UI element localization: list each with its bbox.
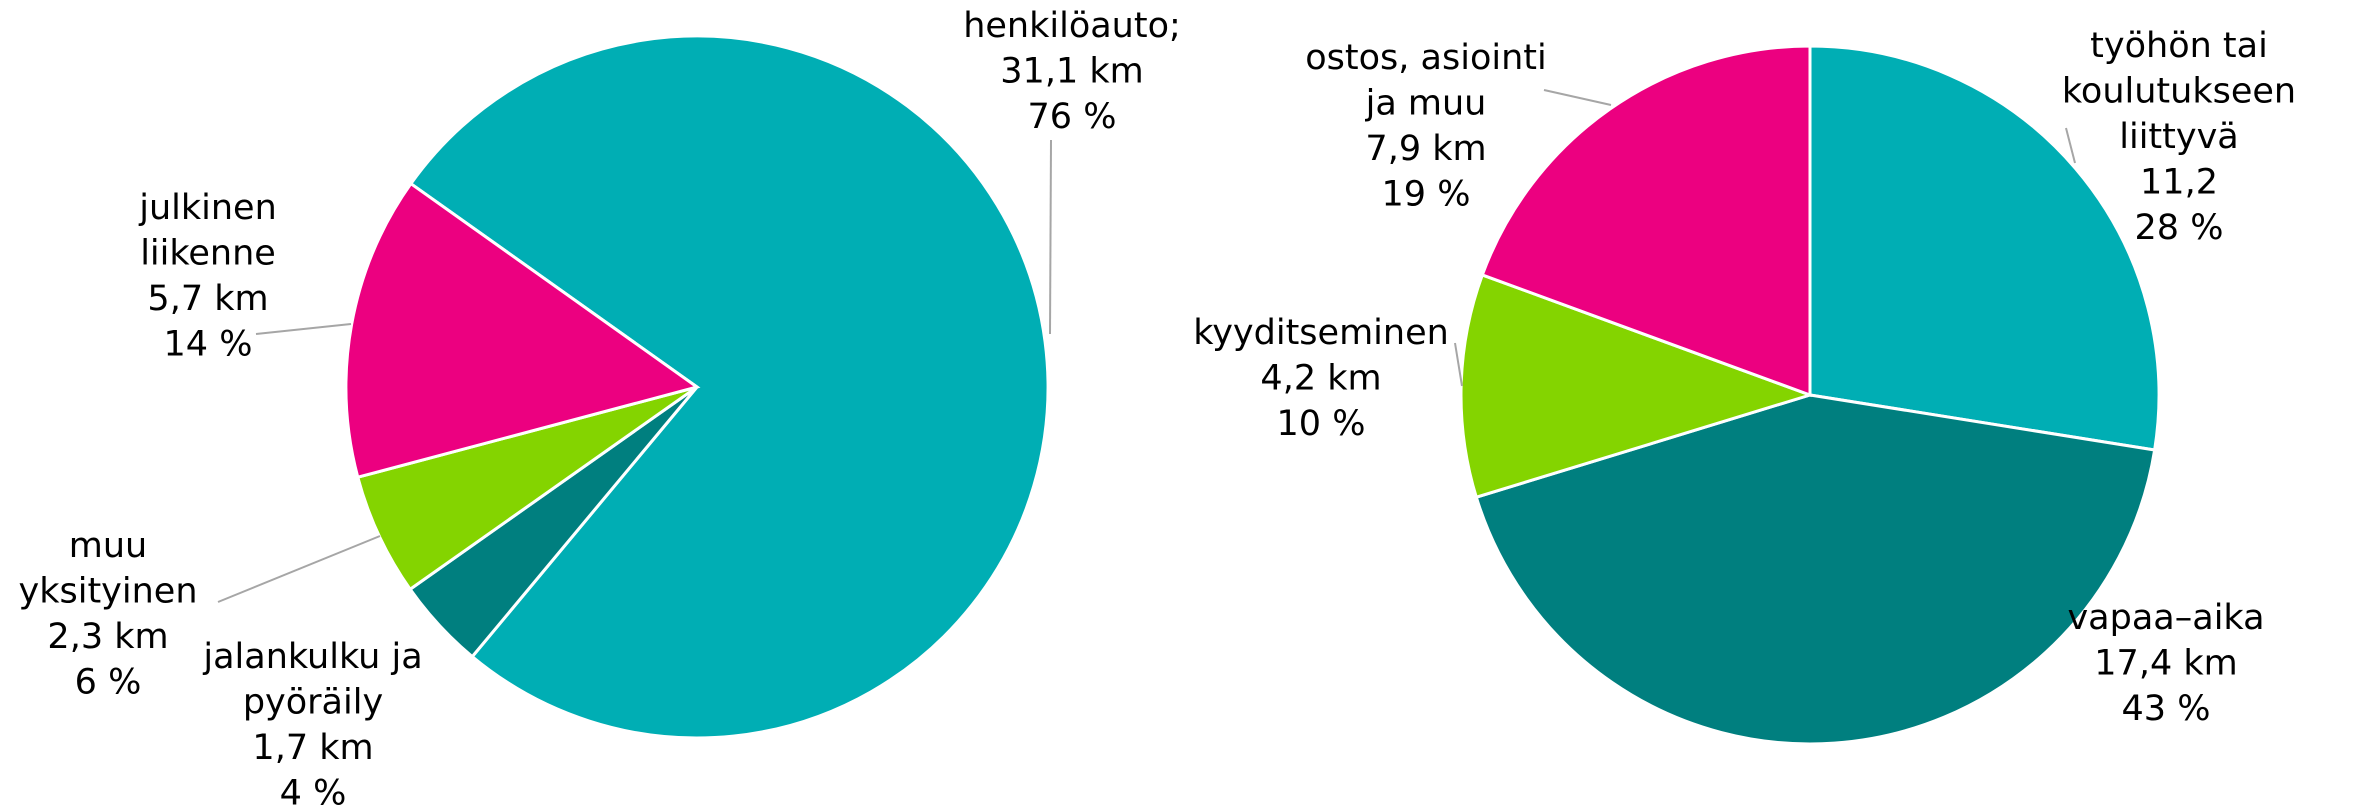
slice-label-line: yksityinen bbox=[19, 572, 198, 612]
slice-label: julkinen liikenne bbox=[138, 188, 277, 274]
pie-slice bbox=[344, 181, 701, 480]
leader-line bbox=[1049, 139, 1052, 335]
slice-label-line: liittyvä bbox=[2119, 117, 2239, 157]
percentage-label: 28 % bbox=[2135, 208, 2224, 248]
slice-label: muu yksityinen bbox=[19, 526, 198, 612]
slice-label-line: kyyditseminen bbox=[1193, 313, 1449, 353]
leader-line bbox=[2065, 127, 2076, 164]
percentage-label: 43 % bbox=[2122, 689, 2211, 729]
slice-label-line: ostos, asiointi bbox=[1305, 38, 1546, 78]
slice-label: vapaa–aika bbox=[2067, 598, 2264, 638]
percentage-label: 10 % bbox=[1277, 404, 1366, 444]
value-label: 2,3 km bbox=[47, 617, 168, 657]
slice-label-line: muu bbox=[69, 526, 147, 566]
leader-line bbox=[217, 535, 381, 603]
pie-slice bbox=[408, 34, 1050, 740]
pie-slice bbox=[1480, 44, 1812, 398]
slice-label-line: koulutukseen bbox=[2062, 72, 2296, 112]
slice-label: jalankulku ja pyöräily bbox=[202, 637, 422, 723]
slice-label-line: julkinen bbox=[138, 188, 277, 228]
value-label: 7,9 km bbox=[1365, 129, 1486, 169]
slice-label: henkilöauto; bbox=[963, 6, 1181, 46]
slice-label: kyyditseminen bbox=[1193, 313, 1449, 353]
leader-line bbox=[1543, 89, 1612, 106]
slice-label-line: ja muu bbox=[1365, 84, 1487, 124]
percentage-label: 4 % bbox=[280, 774, 347, 805]
percentage-label: 19 % bbox=[1382, 175, 1471, 215]
pie-slice bbox=[1474, 393, 2157, 746]
value-label: 1,7 km bbox=[252, 728, 373, 768]
percentage-label: 14 % bbox=[164, 325, 253, 365]
value-label: 31,1 km bbox=[1000, 52, 1143, 92]
slice-label-line: vapaa–aika bbox=[2067, 598, 2264, 638]
slice-label-line: jalankulku ja bbox=[202, 637, 422, 677]
value-label: 4,2 km bbox=[1260, 359, 1381, 399]
value-label: 17,4 km bbox=[2094, 644, 2237, 684]
leader-line bbox=[255, 323, 352, 335]
value-label: 5,7 km bbox=[147, 279, 268, 319]
percentage-label: 76 % bbox=[1028, 97, 1117, 137]
slice-label-line: työhön tai bbox=[2090, 26, 2268, 66]
slice-label: ostos, asiointi ja muu bbox=[1305, 38, 1546, 124]
pie-slice bbox=[1808, 44, 2161, 452]
value-label: 11,2 bbox=[2140, 163, 2218, 203]
leader-line bbox=[1454, 342, 1463, 387]
slice-label-line: pyöräily bbox=[243, 683, 383, 723]
percentage-label: 6 % bbox=[75, 663, 142, 703]
slice-label: työhön tai koulutukseen liittyvä bbox=[2062, 26, 2296, 157]
slice-label-line: henkilöauto; bbox=[963, 6, 1181, 46]
slice-label-line: liikenne bbox=[140, 234, 276, 274]
